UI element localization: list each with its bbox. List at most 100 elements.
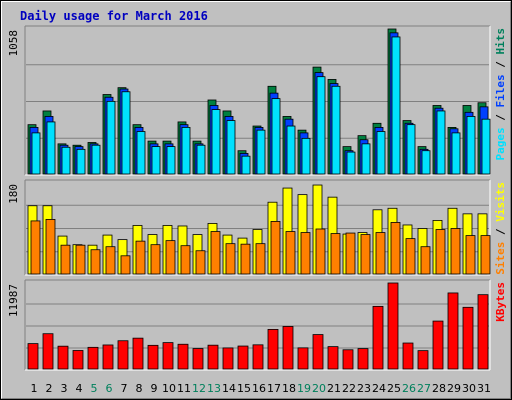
x-tick-label: 10 (162, 382, 176, 395)
bottom-bar-kbytes (297, 347, 309, 370)
bottom-bar-kbytes (117, 340, 129, 370)
x-tick-label: 29 (447, 382, 461, 395)
middle-bar-sites (315, 228, 326, 275)
bottom-bar-kbytes (207, 344, 219, 370)
bottom-bar-kbytes (387, 282, 399, 370)
x-tick-label: 23 (357, 382, 371, 395)
bottom-bar-kbytes (252, 344, 264, 370)
middle-bar-sites (150, 244, 161, 275)
x-tick-label: 6 (106, 382, 113, 395)
x-tick-label: 22 (342, 382, 356, 395)
top-bar-pages (406, 124, 416, 175)
bottom-bar-kbytes (102, 344, 114, 370)
middle-bar-sites (60, 244, 71, 275)
top-bar-pages (91, 144, 101, 175)
x-tick-label: 24 (372, 382, 386, 395)
middle-legend-sites: Sites (494, 242, 507, 275)
x-tick-label: 28 (432, 382, 446, 395)
middle-legend-label: Sites / Visits (494, 182, 507, 275)
bottom-bar-kbytes (312, 334, 324, 370)
top-bar-pages (346, 151, 356, 175)
top-bar-pages (361, 143, 371, 175)
top-bar-pages (316, 76, 326, 175)
bottom-ymax-label: 11987 (7, 284, 20, 317)
bottom-legend-kbytes: KBytes (494, 282, 507, 322)
x-tick-label: 15 (237, 382, 251, 395)
bottom-bar-kbytes (162, 342, 174, 370)
x-tick-label: 2 (46, 382, 53, 395)
bottom-bar-kbytes (462, 306, 474, 370)
middle-legend-visits: Visits (494, 182, 507, 222)
top-bar-pages (256, 129, 266, 175)
top-bar-pages (286, 125, 296, 175)
x-tick-label: 1 (31, 382, 38, 395)
top-legend-pages: Pages (494, 127, 507, 160)
top-bar-pages (121, 91, 131, 175)
bottom-bar-kbytes (27, 343, 39, 370)
middle-bar-sites (390, 222, 401, 275)
middle-bar-sites (420, 246, 431, 275)
x-tick-label: 5 (91, 382, 98, 395)
x-tick-label: 8 (136, 382, 143, 395)
middle-bar-sites (225, 243, 236, 275)
x-tick-label: 17 (267, 382, 281, 395)
middle-bar-sites (375, 232, 386, 275)
bottom-bar-kbytes (447, 292, 459, 370)
middle-bar-sites (255, 243, 266, 275)
x-tick-label: 30 (462, 382, 476, 395)
top-bar-pages (136, 131, 146, 175)
middle-bar-sites (45, 218, 56, 275)
top-bar-pages (166, 146, 176, 175)
top-bar-pages (481, 118, 491, 175)
middle-bar-sites (120, 255, 131, 275)
x-tick-label: 13 (207, 382, 221, 395)
bottom-bar-kbytes (282, 326, 294, 370)
middle-bar-sites (435, 229, 446, 275)
top-bar-pages (241, 155, 251, 175)
bottom-legend-label: KBytes (494, 282, 507, 322)
x-tick-label: 4 (76, 382, 83, 395)
top-bar-pages (226, 120, 236, 175)
middle-bar-sites (450, 228, 461, 275)
top-bar-pages (151, 146, 161, 175)
x-tick-label: 19 (297, 382, 311, 395)
middle-bar-sites (195, 250, 206, 275)
top-legend-hits: Hits (494, 28, 507, 55)
middle-ymax-label: 180 (7, 184, 20, 204)
top-bar-pages (376, 131, 386, 175)
middle-bar-sites (360, 234, 371, 275)
bottom-bar-kbytes (147, 344, 159, 370)
top-bar-pages (46, 121, 56, 175)
bottom-bar-kbytes (222, 347, 234, 370)
top-bar-pages (421, 150, 431, 175)
x-tick-label: 7 (121, 382, 128, 395)
x-tick-label: 14 (222, 382, 236, 395)
bottom-bar-kbytes (342, 349, 354, 370)
top-bar-pages (61, 146, 71, 175)
x-tick-label: 9 (151, 382, 158, 395)
x-tick-label: 21 (327, 382, 341, 395)
top-bar-pages (301, 137, 311, 175)
bottom-bar-kbytes (372, 305, 384, 370)
bottom-bar-kbytes (72, 350, 84, 370)
top-bar-pages (196, 144, 206, 175)
top-bar-pages (331, 85, 341, 175)
middle-bar-sites (330, 233, 341, 275)
middle-bar-sites (405, 238, 416, 275)
middle-bar-sites (345, 232, 356, 275)
x-tick-label: 26 (402, 382, 416, 395)
chart-title: Daily usage for March 2016 (20, 9, 208, 23)
bottom-bar-kbytes (192, 348, 204, 370)
bottom-bar-kbytes (87, 346, 99, 370)
middle-bar-sites (210, 231, 221, 275)
middle-bar-sites (180, 245, 191, 275)
bottom-bar-kbytes (132, 337, 144, 370)
bottom-bar-kbytes (477, 294, 489, 370)
bottom-bar-kbytes (267, 328, 279, 370)
top-bar-pages (31, 132, 41, 175)
x-tick-label: 31 (477, 382, 491, 395)
top-bar-pages (76, 148, 86, 175)
middle-bar-sites (30, 220, 41, 275)
x-tick-label: 27 (417, 382, 431, 395)
